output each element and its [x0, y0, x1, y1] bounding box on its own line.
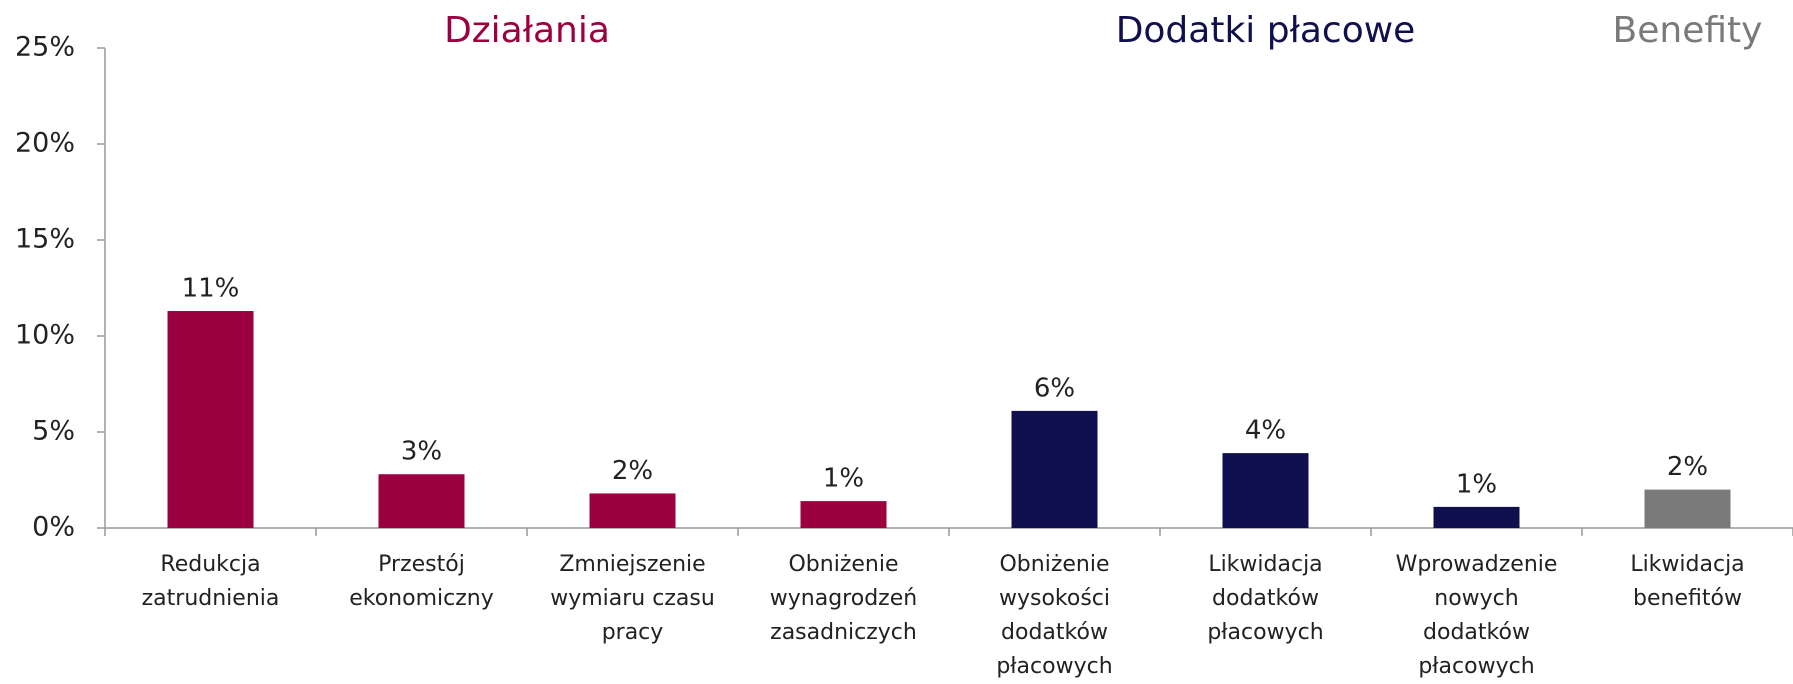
- value-label: 2%: [1667, 452, 1708, 482]
- value-label: 2%: [612, 456, 653, 486]
- x-tick-label: Przestój ekonomiczny: [349, 552, 494, 611]
- y-tick-label: 5%: [32, 416, 75, 447]
- y-tick-label: 25%: [15, 32, 75, 63]
- y-tick-label: 0%: [32, 512, 75, 543]
- x-tick-label: Likwidacja benefitów: [1630, 552, 1745, 611]
- x-tick-label: Obniżenie wynagrodzeń zasadniczych: [769, 552, 918, 645]
- bar: [1644, 489, 1731, 528]
- value-label: 6%: [1034, 373, 1075, 403]
- value-label: 1%: [1456, 469, 1497, 499]
- bar: [1433, 506, 1520, 528]
- bar: [378, 474, 465, 528]
- value-label: 4%: [1245, 416, 1286, 446]
- value-label: 1%: [823, 464, 864, 494]
- bar: [589, 493, 676, 528]
- y-tick-label: 10%: [15, 320, 75, 351]
- x-tick-label: Likwidacja dodatków płacowych: [1207, 552, 1324, 645]
- group-title: Dodatki płacowe: [1116, 10, 1416, 51]
- value-label: 11%: [182, 274, 240, 304]
- group-title: Działania: [444, 10, 610, 51]
- x-tick-label: Redukcja zatrudnienia: [141, 552, 280, 611]
- x-tick-label: Obniżenie wysokości dodatków płacowych: [996, 552, 1113, 679]
- y-tick-label: 20%: [15, 128, 75, 159]
- bar: [1011, 410, 1098, 528]
- value-label: 3%: [401, 437, 442, 467]
- bar: [167, 311, 254, 528]
- group-title: Benefity: [1613, 10, 1763, 51]
- x-tick-label: Wprowadzenie nowych dodatków płacowych: [1395, 552, 1558, 679]
- y-tick-label: 15%: [15, 224, 75, 255]
- bar: [800, 501, 887, 528]
- bar: [1222, 453, 1309, 528]
- x-tick-label: Zmniejszenie wymiaru czasu pracy: [550, 552, 715, 645]
